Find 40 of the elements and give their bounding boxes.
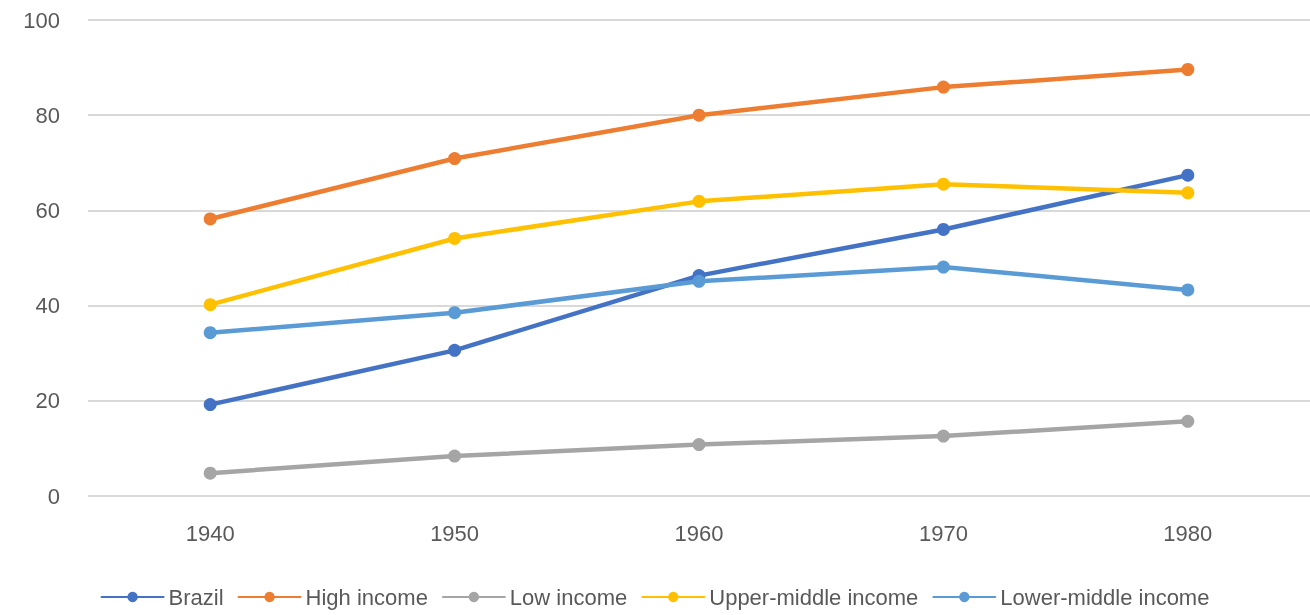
x-tick-label: 1940 (185, 520, 235, 546)
x-tick-label: 1960 (674, 520, 724, 546)
point (692, 194, 706, 208)
x-tick-label: 1970 (918, 520, 968, 546)
point (692, 438, 706, 452)
point (203, 398, 217, 412)
legend-label: Brazil (168, 584, 224, 610)
point (1181, 283, 1195, 297)
point (448, 231, 462, 245)
point (1181, 414, 1195, 428)
point (448, 343, 462, 357)
point (936, 222, 950, 236)
y-tick-label: 20 (35, 388, 60, 414)
point (448, 449, 462, 463)
point (936, 177, 950, 191)
point (203, 212, 217, 226)
point (692, 274, 706, 288)
y-tick-label: 80 (35, 102, 60, 128)
y-tick-label: 100 (23, 7, 60, 33)
point (203, 326, 217, 340)
y-tick-label: 0 (47, 483, 60, 509)
legend-label: High income (305, 584, 428, 610)
point (203, 298, 217, 312)
point (448, 152, 462, 166)
point (692, 108, 706, 122)
point (1181, 168, 1195, 182)
legend-label: Lower-middle income (1000, 584, 1210, 610)
y-tick-label: 40 (35, 293, 60, 319)
legend-label: Low income (509, 584, 628, 610)
point (936, 260, 950, 274)
point (448, 306, 462, 320)
point (1181, 63, 1195, 76)
x-tick-label: 1980 (1163, 520, 1213, 546)
legend-label: Upper-middle income (709, 584, 919, 610)
x-tick-label: 1950 (430, 520, 480, 546)
point (936, 429, 950, 443)
point (936, 80, 950, 94)
point (203, 466, 217, 480)
point (1181, 186, 1195, 200)
y-tick-label: 60 (35, 197, 60, 223)
